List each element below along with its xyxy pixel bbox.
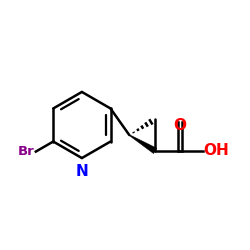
Text: O: O: [174, 118, 186, 132]
Text: Br: Br: [18, 145, 34, 158]
Polygon shape: [129, 135, 157, 154]
Text: OH: OH: [204, 143, 229, 158]
Text: N: N: [76, 164, 88, 180]
